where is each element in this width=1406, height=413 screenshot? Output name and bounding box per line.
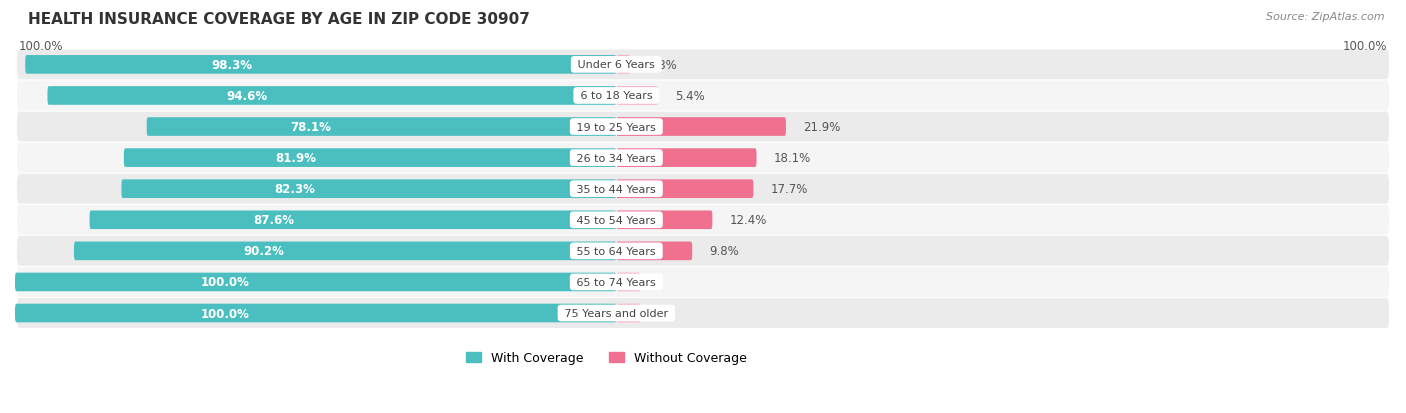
Text: 100.0%: 100.0% — [201, 307, 250, 320]
Text: 21.9%: 21.9% — [803, 121, 841, 134]
FancyBboxPatch shape — [90, 211, 616, 230]
Text: 45 to 54 Years: 45 to 54 Years — [574, 215, 659, 225]
Text: 100.0%: 100.0% — [1343, 40, 1388, 52]
Text: 35 to 44 Years: 35 to 44 Years — [574, 184, 659, 194]
FancyBboxPatch shape — [616, 87, 658, 106]
Text: 6 to 18 Years: 6 to 18 Years — [576, 91, 655, 101]
FancyBboxPatch shape — [121, 180, 616, 199]
Text: 87.6%: 87.6% — [253, 214, 294, 227]
Text: 75 Years and older: 75 Years and older — [561, 308, 672, 318]
Text: Under 6 Years: Under 6 Years — [574, 60, 658, 70]
Text: 90.2%: 90.2% — [243, 245, 284, 258]
FancyBboxPatch shape — [124, 149, 616, 168]
Text: HEALTH INSURANCE COVERAGE BY AGE IN ZIP CODE 30907: HEALTH INSURANCE COVERAGE BY AGE IN ZIP … — [28, 12, 530, 27]
FancyBboxPatch shape — [146, 118, 616, 137]
FancyBboxPatch shape — [616, 242, 692, 261]
FancyBboxPatch shape — [616, 149, 756, 168]
Text: 65 to 74 Years: 65 to 74 Years — [574, 277, 659, 287]
FancyBboxPatch shape — [616, 180, 754, 199]
Legend: With Coverage, Without Coverage: With Coverage, Without Coverage — [461, 347, 752, 370]
Text: 5.4%: 5.4% — [675, 90, 704, 103]
FancyBboxPatch shape — [48, 87, 616, 106]
Text: 18.1%: 18.1% — [773, 152, 811, 165]
FancyBboxPatch shape — [75, 242, 616, 261]
Text: 9.8%: 9.8% — [710, 245, 740, 258]
FancyBboxPatch shape — [17, 112, 1389, 142]
Text: 12.4%: 12.4% — [730, 214, 766, 227]
Text: 100.0%: 100.0% — [18, 40, 63, 52]
FancyBboxPatch shape — [616, 211, 713, 230]
FancyBboxPatch shape — [616, 56, 630, 74]
Text: 100.0%: 100.0% — [201, 276, 250, 289]
Text: 19 to 25 Years: 19 to 25 Years — [574, 122, 659, 132]
Text: 0.0%: 0.0% — [634, 307, 664, 320]
Text: 98.3%: 98.3% — [212, 59, 253, 72]
FancyBboxPatch shape — [17, 174, 1389, 204]
Text: 94.6%: 94.6% — [226, 90, 267, 103]
Text: 0.0%: 0.0% — [634, 276, 664, 289]
FancyBboxPatch shape — [15, 273, 616, 292]
Text: Source: ZipAtlas.com: Source: ZipAtlas.com — [1267, 12, 1385, 22]
FancyBboxPatch shape — [17, 267, 1389, 297]
Text: 17.7%: 17.7% — [770, 183, 808, 196]
FancyBboxPatch shape — [17, 236, 1389, 266]
FancyBboxPatch shape — [17, 50, 1389, 80]
Text: 81.9%: 81.9% — [276, 152, 316, 165]
FancyBboxPatch shape — [616, 304, 640, 323]
FancyBboxPatch shape — [25, 56, 616, 74]
FancyBboxPatch shape — [616, 118, 786, 137]
Text: 26 to 34 Years: 26 to 34 Years — [574, 153, 659, 163]
FancyBboxPatch shape — [15, 304, 616, 323]
Text: 78.1%: 78.1% — [291, 121, 332, 134]
Text: 82.3%: 82.3% — [274, 183, 315, 196]
FancyBboxPatch shape — [616, 273, 640, 292]
FancyBboxPatch shape — [17, 81, 1389, 111]
FancyBboxPatch shape — [17, 298, 1389, 328]
Text: 55 to 64 Years: 55 to 64 Years — [574, 246, 659, 256]
FancyBboxPatch shape — [17, 205, 1389, 235]
Text: 1.8%: 1.8% — [647, 59, 678, 72]
FancyBboxPatch shape — [17, 143, 1389, 173]
